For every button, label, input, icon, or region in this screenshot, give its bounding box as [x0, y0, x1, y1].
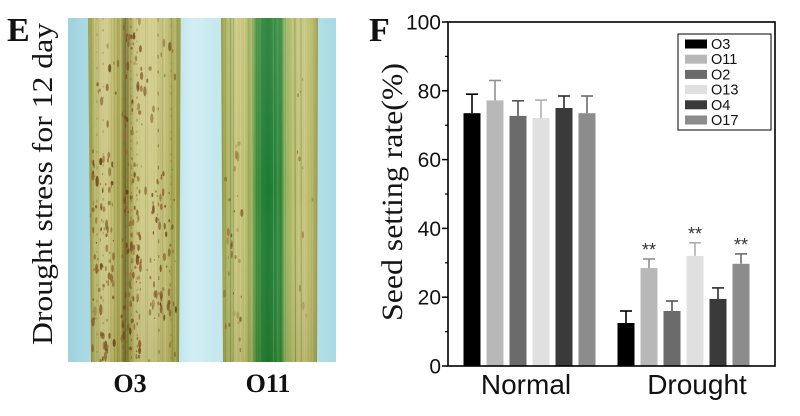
bar-o4-normal — [555, 108, 573, 366]
bars: ** ** ** — [463, 79, 750, 367]
panel-e: E Drought stress for 12 day O3 O11 — [7, 12, 336, 398]
y-tick-label: 0 — [429, 356, 441, 379]
bar-o13-drought — [686, 255, 704, 366]
panel-f: F Seed setting rate(%) ** ** ** 0 20 40 60 80 1… — [369, 12, 776, 400]
legend-label: O17 — [711, 113, 738, 129]
bar-o3-drought — [617, 323, 635, 366]
legend-swatch — [685, 39, 707, 49]
x-tick-label: Drought — [647, 369, 747, 400]
significance-mark: ** — [688, 224, 702, 244]
y-tick-label: 60 — [418, 149, 441, 172]
bar-o13-normal — [532, 118, 550, 366]
y-tick-label: 100 — [406, 12, 441, 35]
legend-swatch — [685, 100, 707, 110]
legend-swatch — [685, 54, 707, 64]
bar-o17-drought — [732, 263, 750, 366]
y-axis-label: Seed setting rate(%) — [376, 63, 409, 321]
legend-item: O13 — [685, 83, 738, 99]
leaf-photo — [68, 18, 336, 362]
leaf-label-o3: O3 — [113, 369, 146, 398]
legend-swatch — [685, 69, 707, 79]
y-tick-label: 20 — [418, 287, 441, 310]
panel-e-label: E — [7, 12, 30, 49]
legend-swatch — [685, 115, 707, 125]
significance-mark: ** — [734, 235, 748, 255]
side-label: Drought stress for 12 day — [28, 23, 59, 345]
legend-label: O3 — [711, 37, 730, 53]
legend-item: O3 — [685, 37, 730, 53]
leaf-label-o11: O11 — [246, 369, 291, 398]
legend-item: O17 — [685, 113, 738, 129]
legend-label: O2 — [711, 67, 730, 83]
significance-mark: ** — [642, 240, 656, 260]
bar-o17-normal — [578, 113, 596, 366]
y-tick-label: 40 — [418, 218, 441, 241]
legend-item: O11 — [685, 52, 737, 68]
bar-o2-normal — [509, 115, 527, 367]
bar-o3-normal — [463, 113, 481, 366]
bar-group-drought: ** ** ** — [617, 224, 750, 366]
leaf-o11-shade — [221, 18, 318, 362]
legend-item: O4 — [685, 98, 730, 114]
legend-label: O4 — [711, 98, 730, 114]
legend-box — [677, 33, 772, 131]
panel-f-label: F — [369, 12, 390, 49]
x-tick-label: Normal — [481, 369, 571, 400]
bar-o11-drought — [640, 268, 658, 366]
bar-group-normal — [463, 79, 596, 367]
bar-o4-drought — [709, 298, 727, 366]
y-tick-label: 80 — [418, 80, 441, 103]
legend-swatch — [685, 85, 707, 95]
leaf-o3-shade — [88, 18, 181, 362]
bar-o2-drought — [663, 311, 681, 366]
x-axis: Normal Drought — [481, 369, 747, 400]
legend-label: O13 — [711, 83, 738, 99]
legend-item: O2 — [685, 67, 730, 83]
bar-o11-normal — [486, 100, 504, 367]
legend-label: O11 — [711, 52, 737, 68]
y-axis: 0 20 40 60 80 100 — [406, 12, 448, 379]
